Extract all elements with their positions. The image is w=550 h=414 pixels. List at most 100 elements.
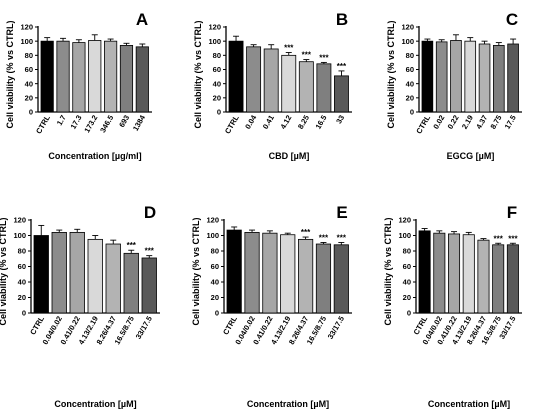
bar	[244, 231, 260, 314]
significance-marker: ***	[319, 53, 329, 62]
y-tick-label: 40	[18, 278, 26, 287]
y-tick-label: 60	[213, 65, 221, 74]
y-tick-label: 80	[403, 247, 411, 256]
x-tick-label: 0.22	[446, 114, 461, 131]
y-tick-label: 80	[25, 51, 33, 60]
bar	[478, 43, 491, 113]
y-tick-label: 100	[13, 231, 26, 240]
y-tick-label: 0	[29, 108, 33, 117]
y-tick-label: 0	[217, 108, 221, 117]
y-tick-label: 60	[211, 262, 219, 271]
x-tick-label: 33	[334, 114, 346, 126]
panel-e: 020406080100120CTRL0.04/0.020.41/0.224.1…	[191, 203, 352, 409]
bar	[316, 63, 332, 113]
bar	[493, 45, 505, 113]
x-tick-label: 16.5	[314, 114, 329, 131]
bar	[418, 230, 431, 314]
x-tick-label: 1384	[131, 113, 148, 133]
y-axis-label: Cell viability (% vs CTRL)	[0, 217, 8, 325]
x-axis-label: Concentration [µg/ml]	[48, 151, 141, 161]
x-axis-label: Concentration [µM]	[428, 399, 510, 409]
y-axis-label: Cell viability (% vs CTRL)	[5, 20, 15, 128]
panel-d: 020406080100120CTRL0.04/0.020.41/0.224.1…	[0, 203, 160, 409]
bar	[88, 40, 102, 113]
bar	[334, 75, 349, 113]
y-tick-label: 20	[18, 293, 26, 302]
panel-f: 020406080100120CTRL0.04/0.020.41/0.224.1…	[383, 203, 522, 409]
y-tick-label: 120	[208, 23, 221, 32]
panel-letter: F	[507, 203, 517, 222]
bar	[135, 46, 149, 113]
bar	[450, 40, 462, 113]
significance-marker: ***	[302, 51, 312, 60]
y-tick-label: 60	[406, 65, 414, 74]
bar	[506, 244, 519, 314]
bar	[119, 45, 134, 113]
panel-letter: B	[336, 10, 348, 29]
significance-marker: ***	[301, 228, 311, 237]
y-tick-label: 40	[403, 278, 411, 287]
significance-marker: ***	[508, 234, 518, 243]
x-tick-label: 17.5	[503, 114, 518, 131]
bar	[492, 244, 505, 314]
x-tick-label: 346.5	[98, 114, 115, 135]
bar	[281, 54, 297, 113]
x-tick-label: 8.75	[488, 113, 503, 130]
bar	[228, 40, 244, 113]
panel-letter: D	[144, 203, 156, 222]
x-tick-label: 1.7	[55, 114, 68, 128]
x-tick-label: CTRL	[34, 113, 52, 135]
x-tick-label: CTRL	[221, 314, 239, 336]
bar	[462, 234, 475, 314]
bar	[105, 243, 121, 314]
y-tick-label: 40	[211, 278, 219, 287]
bar	[87, 238, 103, 314]
y-tick-label: 120	[20, 23, 33, 32]
y-tick-label: 60	[25, 65, 33, 74]
y-tick-label: 100	[401, 37, 414, 46]
y-tick-label: 60	[18, 262, 26, 271]
panel-letter: C	[506, 10, 518, 29]
x-axis-label: Concentration [µM]	[247, 399, 329, 409]
bar	[435, 41, 448, 113]
x-tick-label: 33/17.5	[134, 315, 154, 341]
bar	[123, 252, 139, 314]
bar	[69, 231, 85, 314]
x-tick-label: 8.25	[296, 114, 311, 131]
y-axis-label: Cell viability (% vs CTRL)	[383, 217, 393, 325]
x-tick-label: 17.3	[69, 114, 84, 131]
x-tick-label: 0.41	[261, 114, 276, 131]
y-tick-label: 100	[398, 231, 411, 240]
y-tick-label: 40	[213, 79, 221, 88]
x-tick-label: 2.19	[460, 114, 475, 131]
y-tick-label: 0	[407, 309, 411, 318]
panel-b: 0 20 40 60 80 100 120 CTRL 0.04 0.41 *** 4.12 *** 8.2…	[193, 10, 352, 161]
y-axis-label: Cell viability (% vs CTRL)	[191, 217, 201, 325]
x-axis-label: EGCG [µM]	[447, 151, 495, 161]
x-tick-label: 33/17.5	[326, 315, 346, 341]
bar	[315, 243, 332, 314]
y-tick-label: 20	[403, 293, 411, 302]
y-tick-label: 120	[398, 216, 411, 225]
y-axis-label: Cell viability (% vs CTRL)	[386, 20, 396, 128]
y-tick-label: 0	[215, 309, 219, 318]
x-tick-label: CTRL	[28, 314, 46, 336]
bar	[448, 233, 461, 314]
x-tick-label: 173.2	[82, 114, 99, 135]
y-tick-label: 100	[20, 37, 33, 46]
bar	[421, 40, 434, 113]
y-tick-label: 100	[206, 231, 219, 240]
significance-marker: ***	[494, 234, 504, 243]
bar	[104, 40, 118, 113]
bar	[263, 48, 279, 113]
significance-marker: ***	[337, 233, 347, 242]
x-axis-label: CBD [µM]	[269, 151, 310, 161]
bar	[433, 232, 446, 314]
y-tick-label: 80	[18, 247, 26, 256]
bar	[298, 238, 314, 314]
y-tick-label: 20	[406, 93, 414, 102]
x-tick-label: 0.04	[243, 113, 259, 131]
bar	[72, 42, 86, 113]
bar	[464, 40, 477, 113]
